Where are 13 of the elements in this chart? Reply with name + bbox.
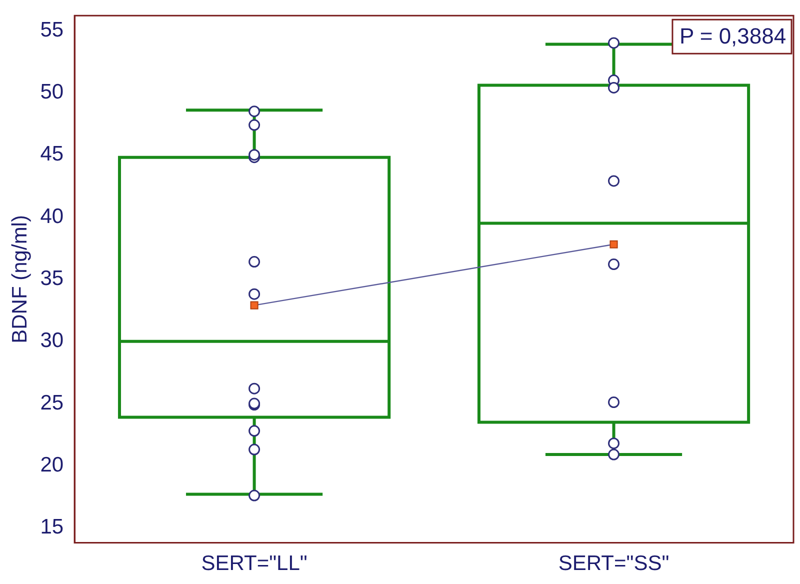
x-tick-label: SERT="LL" bbox=[201, 552, 308, 576]
y-tick-label: 30 bbox=[40, 329, 64, 352]
y-tick-label: 25 bbox=[40, 391, 64, 414]
y-tick-label: 20 bbox=[40, 454, 64, 477]
y-tick-label: 50 bbox=[40, 80, 64, 104]
x-tick-label: SERT="SS" bbox=[558, 552, 670, 576]
y-tick-label: 55 bbox=[40, 18, 64, 42]
y-tick-label: 15 bbox=[40, 516, 64, 539]
y-tick-label: 40 bbox=[40, 204, 64, 228]
y-tick-label: 45 bbox=[40, 142, 64, 166]
y-axis-title: BDNF (ng/ml) bbox=[8, 215, 32, 344]
annotation: P = 0,3884 bbox=[679, 24, 786, 49]
y-tick-label: 35 bbox=[40, 266, 64, 290]
